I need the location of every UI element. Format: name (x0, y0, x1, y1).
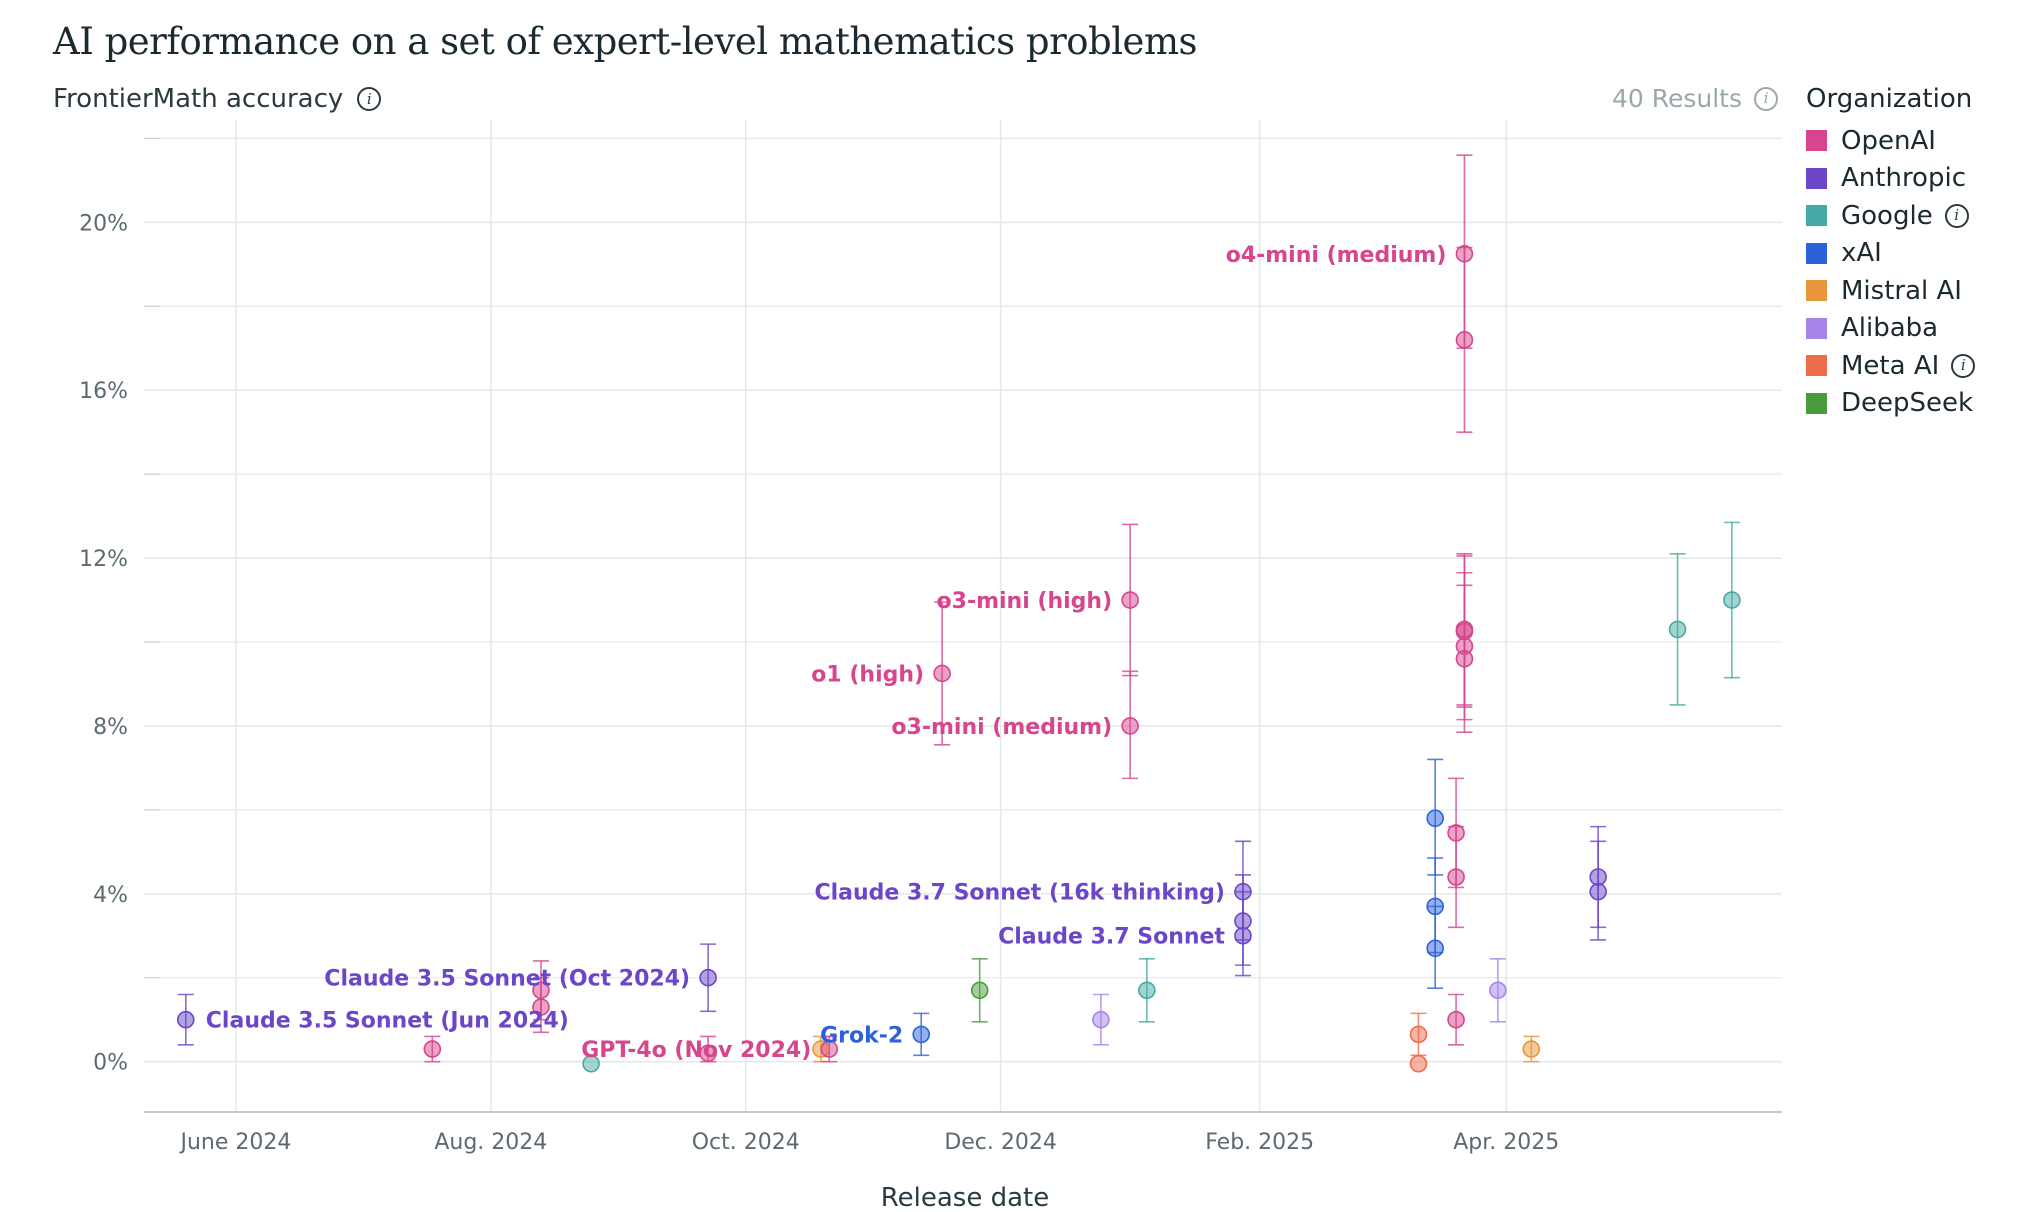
y-tick-label: 20% (79, 211, 128, 236)
legend-swatch (1806, 167, 1827, 189)
data-point (1234, 926, 1252, 945)
legend-swatch (1806, 205, 1827, 227)
legend-label: xAI (1841, 238, 1882, 269)
legend-info-icon[interactable]: i (1944, 203, 1969, 228)
y-tick-label: 16% (79, 379, 128, 404)
data-point (1522, 1040, 1541, 1058)
data-point (532, 998, 550, 1016)
legend-swatch (1806, 242, 1827, 264)
point-label: Claude 3.7 Sonnet (16k thinking) (814, 881, 1225, 906)
data-point (1121, 717, 1139, 735)
data-point (1426, 939, 1444, 958)
data-point (1455, 649, 1474, 668)
data-point (1447, 868, 1465, 886)
point-label: Claude 3.5 Sonnet (Oct 2024) (324, 967, 690, 992)
data-point (1234, 882, 1252, 901)
point-label: o4-mini (medium) (1226, 243, 1447, 268)
data-point (1447, 824, 1465, 842)
subtitle-row: FrontierMath accuracy i (53, 84, 382, 114)
data-point (1723, 591, 1741, 609)
data-point (1409, 1025, 1428, 1044)
x-tick-label: Aug. 2024 (434, 1130, 547, 1155)
legend-item-google[interactable]: Google i (1806, 197, 1975, 235)
legend-item-xai[interactable]: xAI (1806, 235, 1975, 273)
data-point (423, 1040, 442, 1058)
data-point (1426, 809, 1444, 828)
legend-swatch (1806, 130, 1827, 152)
chart-title: AI performance on a set of expert-level … (53, 20, 1198, 63)
point-label: o1 (high) (811, 662, 924, 687)
data-point (912, 1025, 931, 1044)
data-point (699, 968, 717, 987)
legend-label: DeepSeek (1841, 388, 1974, 419)
data-point (1092, 1010, 1110, 1029)
legend-item-meta-ai[interactable]: Meta AI i (1806, 347, 1976, 385)
data-point (970, 981, 989, 1000)
legend-label: OpenAI (1841, 125, 1936, 156)
x-tick-label: Apr. 2025 (1453, 1130, 1559, 1155)
data-point (1234, 912, 1252, 930)
data-point (1447, 1010, 1465, 1029)
x-axis-label: Release date (881, 1183, 1049, 1212)
subtitle-info-icon[interactable]: i (357, 87, 382, 111)
results-info-icon[interactable]: i (1754, 86, 1778, 111)
data-point (1121, 591, 1139, 609)
data-point (1426, 897, 1444, 916)
legend-swatch (1806, 392, 1827, 414)
x-tick-label: Dec. 2024 (944, 1130, 1057, 1155)
data-point (1455, 331, 1474, 349)
results-count: 40 Results i (1612, 84, 1778, 113)
legend: Organization OpenAI Anthropic Google i xAI Mi… (1806, 84, 1976, 423)
legend-info-icon[interactable]: i (1951, 353, 1976, 378)
chart-subtitle: FrontierMath accuracy (53, 84, 344, 114)
data-point (1589, 868, 1607, 886)
legend-item-anthropic[interactable]: Anthropic (1806, 160, 1975, 198)
x-tick-label: June 2024 (178, 1130, 291, 1155)
legend-swatch (1806, 317, 1827, 339)
data-point (699, 1044, 717, 1063)
y-tick-label: 4% (93, 883, 128, 908)
legend-label: Google (1841, 200, 1933, 231)
point-label: Claude 3.5 Sonnet (Jun 2024) (206, 1009, 569, 1034)
point-label: o3-mini (high) (937, 589, 1113, 614)
y-tick-label: 12% (79, 547, 128, 572)
legend-items: OpenAI Anthropic Google i xAI Mistral AI Aliba… (1806, 122, 1976, 423)
legend-item-mistral-ai[interactable]: Mistral AI (1806, 272, 1975, 310)
data-point (933, 664, 951, 683)
x-tick-label: Feb. 2025 (1205, 1130, 1314, 1155)
legend-item-deepseek[interactable]: DeepSeek (1806, 385, 1975, 423)
legend-item-openai[interactable]: OpenAI (1806, 122, 1975, 160)
data-point (582, 1054, 600, 1073)
point-label: Grok-2 (820, 1023, 903, 1048)
results-count-text: 40 Results (1611, 84, 1742, 113)
point-label: Claude 3.7 Sonnet (998, 925, 1225, 950)
legend-label: Mistral AI (1841, 275, 1962, 306)
data-point (1138, 981, 1156, 1000)
x-tick-label: Oct. 2024 (692, 1130, 800, 1155)
legend-title: Organization (1806, 84, 1973, 114)
data-point (1455, 622, 1474, 641)
point-label: GPT-4o (Nov 2024) (581, 1038, 811, 1063)
data-point (820, 1040, 839, 1058)
data-point (1668, 620, 1687, 639)
legend-label: Anthropic (1841, 163, 1966, 194)
y-tick-label: 0% (93, 1051, 128, 1076)
legend-label: Meta AI (1841, 350, 1940, 381)
data-point (1589, 882, 1607, 901)
data-point (176, 1010, 195, 1029)
legend-item-alibaba[interactable]: Alibaba (1806, 310, 1975, 348)
legend-label: Alibaba (1841, 313, 1939, 344)
legend-swatch (1806, 355, 1827, 377)
point-label: o3-mini (medium) (891, 715, 1112, 740)
data-point (1455, 244, 1474, 263)
y-tick-label: 8% (93, 715, 128, 740)
data-point (1489, 981, 1507, 1000)
data-point (1409, 1054, 1428, 1073)
legend-swatch (1806, 280, 1827, 302)
